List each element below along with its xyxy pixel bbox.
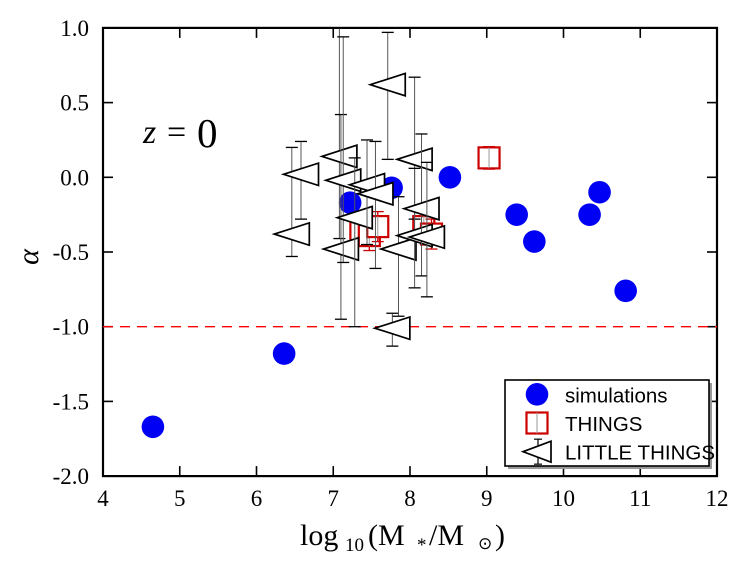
svg-text:=: =	[167, 114, 186, 151]
svg-text:/M: /M	[429, 519, 464, 552]
svg-text:11: 11	[629, 486, 651, 511]
svg-text:-1.5: -1.5	[53, 389, 89, 414]
svg-text:7: 7	[328, 486, 340, 511]
svg-text:⊙: ⊙	[478, 534, 492, 553]
svg-text:simulations: simulations	[565, 384, 668, 407]
svg-text:THINGS: THINGS	[565, 413, 642, 436]
svg-text:10: 10	[552, 486, 575, 511]
svg-text:5: 5	[174, 486, 186, 511]
svg-text:0: 0	[197, 110, 218, 156]
svg-text:LITTLE THINGS: LITTLE THINGS	[565, 442, 715, 465]
svg-text:0.5: 0.5	[60, 91, 89, 116]
svg-text:): )	[495, 519, 505, 552]
svg-text:*: *	[417, 535, 427, 556]
svg-text:-0.5: -0.5	[53, 240, 89, 265]
svg-text:z: z	[142, 114, 156, 151]
svg-text:α: α	[12, 248, 45, 265]
svg-text:12: 12	[706, 486, 729, 511]
svg-text:0.0: 0.0	[60, 165, 89, 190]
svg-text:-2.0: -2.0	[53, 464, 89, 489]
svg-text:9: 9	[481, 486, 493, 511]
svg-text:-1.0: -1.0	[53, 315, 89, 340]
svg-text:1.0: 1.0	[60, 16, 89, 41]
svg-text:(M: (M	[368, 519, 405, 552]
svg-text:8: 8	[404, 486, 416, 511]
svg-text:4: 4	[97, 486, 109, 511]
svg-text:10: 10	[345, 535, 364, 556]
svg-text:log: log	[300, 519, 338, 552]
svg-text:6: 6	[251, 486, 263, 511]
